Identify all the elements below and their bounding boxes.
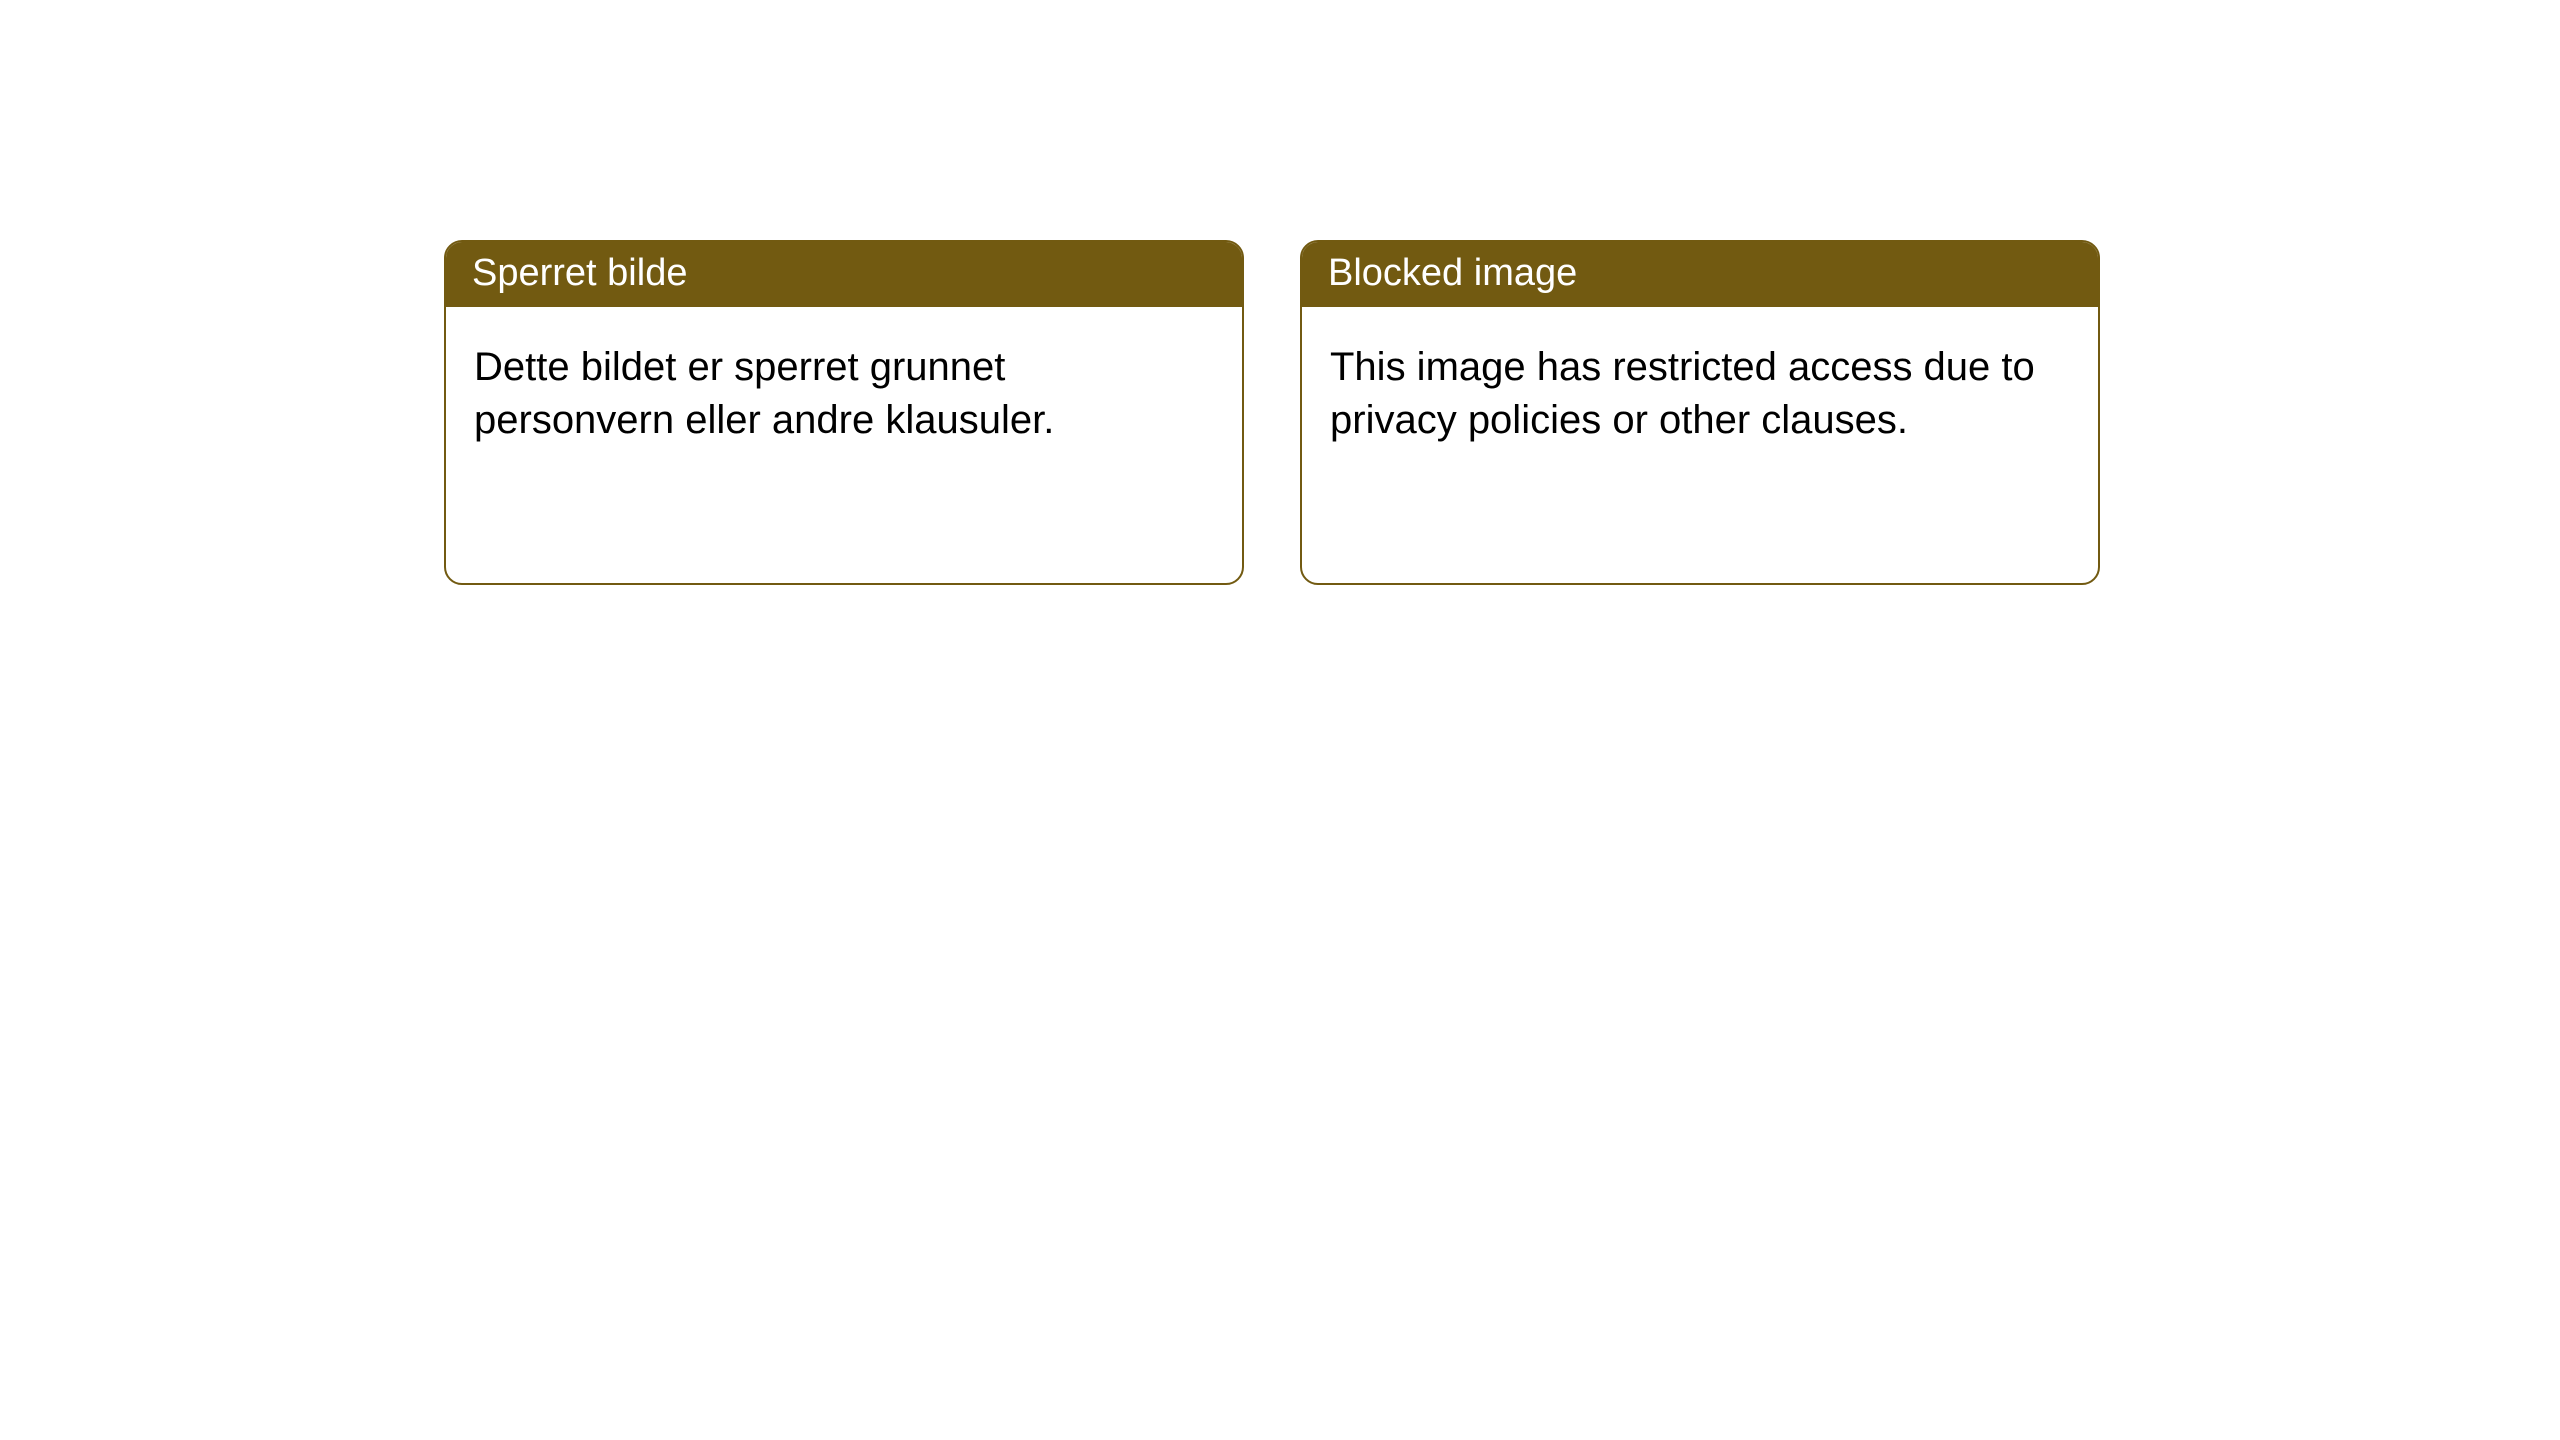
- notice-body: This image has restricted access due to …: [1302, 307, 2098, 583]
- notice-card-norwegian: Sperret bilde Dette bildet er sperret gr…: [444, 240, 1244, 585]
- notice-body: Dette bildet er sperret grunnet personve…: [446, 307, 1242, 583]
- notice-card-english: Blocked image This image has restricted …: [1300, 240, 2100, 585]
- notice-container: Sperret bilde Dette bildet er sperret gr…: [444, 240, 2100, 585]
- notice-header: Blocked image: [1302, 242, 2098, 307]
- notice-header: Sperret bilde: [446, 242, 1242, 307]
